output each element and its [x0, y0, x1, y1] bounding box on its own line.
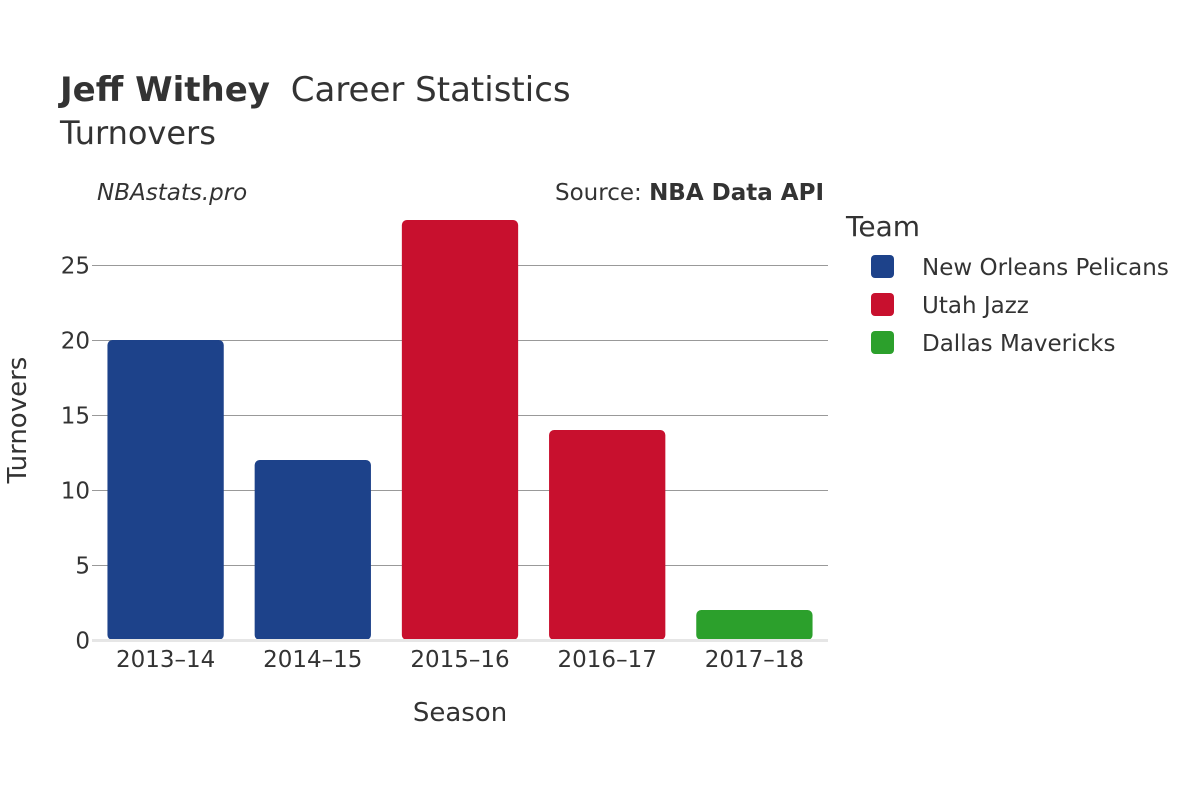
legend-label: Dallas Mavericks	[922, 331, 1115, 357]
legend-label: Utah Jazz	[922, 293, 1029, 319]
y-tick-label: 25	[61, 254, 90, 280]
legend-title: Team	[845, 210, 920, 243]
y-tick-label: 0	[75, 629, 90, 655]
legend: New Orleans Pelicans Utah Jazz Dallas Mave…	[871, 255, 1169, 357]
legend-label: New Orleans Pelicans	[922, 255, 1169, 281]
y-axis-title: Turnovers	[3, 357, 33, 485]
bar	[107, 340, 224, 640]
chart-subtitle: Turnovers	[59, 114, 216, 152]
x-tick-label: 2017–18	[705, 647, 804, 673]
bar	[696, 610, 813, 640]
bar	[401, 220, 519, 640]
x-tick-label: 2013–14	[116, 647, 215, 673]
legend-swatch	[871, 255, 894, 278]
y-tick-labels: 0 5 10 15 20 25	[61, 254, 90, 655]
source-name: NBA Data API	[649, 180, 824, 206]
legend-swatch	[871, 331, 894, 354]
y-tick-label: 10	[61, 479, 90, 505]
y-tick-label: 15	[61, 404, 90, 430]
bar	[254, 460, 371, 640]
bar	[549, 430, 666, 640]
chart-title: Jeff Withey Career Statistics	[58, 70, 571, 110]
player-name: Jeff Withey	[58, 70, 270, 110]
bars	[107, 220, 813, 640]
x-tick-label: 2016–17	[558, 647, 657, 673]
y-tick-label: 20	[61, 329, 90, 355]
x-tick-label: 2014–15	[263, 647, 362, 673]
watermark: NBAstats.pro	[97, 180, 247, 206]
legend-swatch	[871, 293, 894, 316]
y-tick-label: 5	[75, 554, 90, 580]
x-axis-title: Season	[413, 698, 507, 728]
source-credit: Source: NBA Data API	[555, 180, 824, 206]
title-rest: Career Statistics	[291, 70, 571, 110]
x-tick-label: 2015–16	[410, 647, 509, 673]
source-prefix: Source:	[555, 180, 649, 206]
x-tick-labels: 2013–14 2014–15 2015–16 2016–17 2017–18	[116, 647, 804, 673]
